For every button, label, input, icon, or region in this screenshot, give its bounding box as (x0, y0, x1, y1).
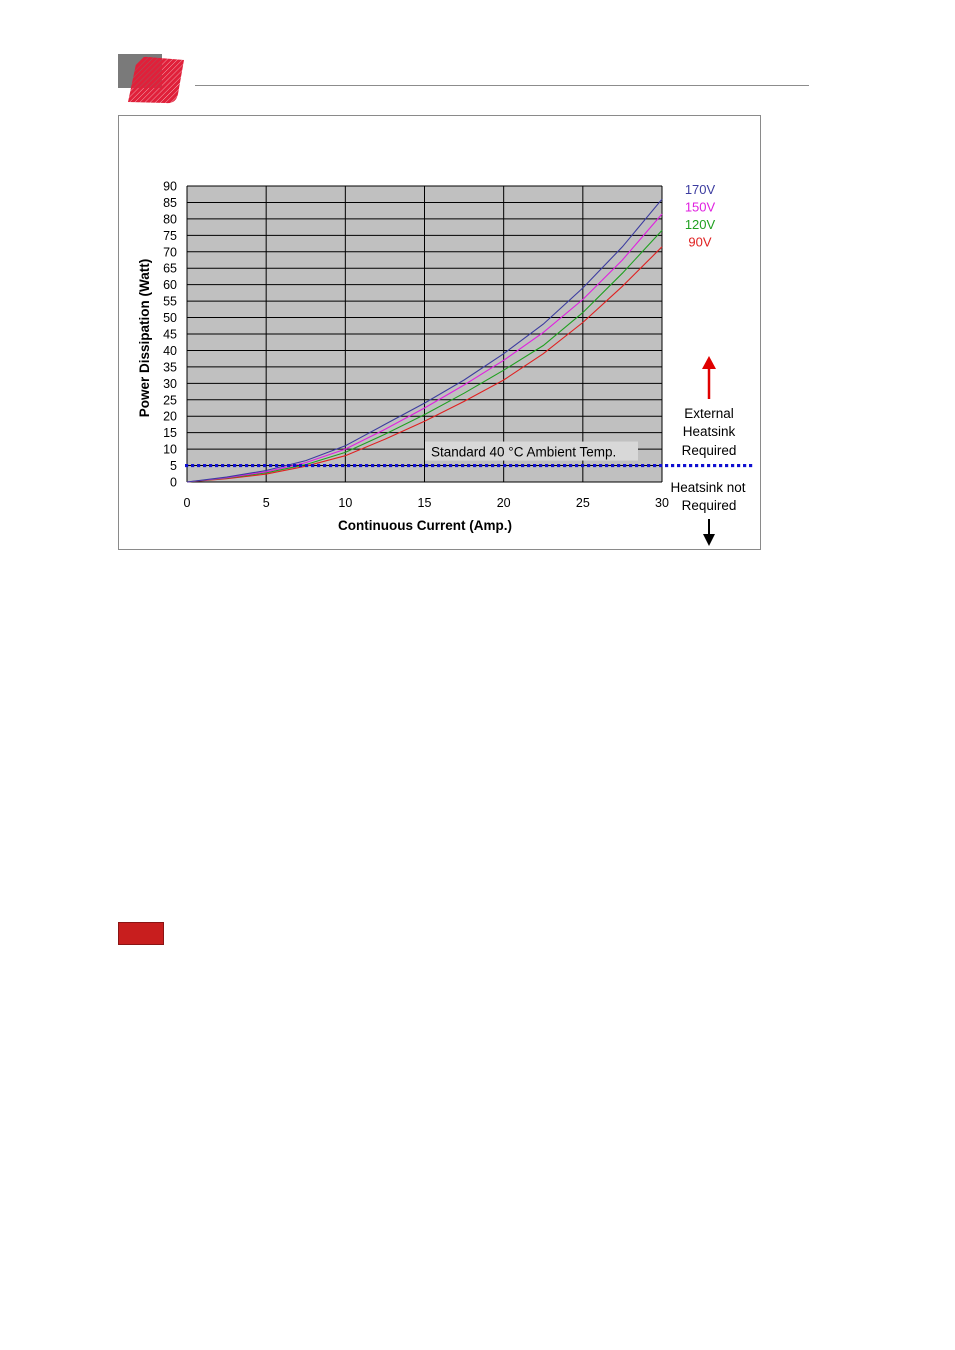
y-tick-label: 5 (170, 459, 177, 473)
legend-entry-150v: 150V (685, 200, 716, 215)
logo-stripe (163, 56, 184, 104)
y-tick-label: 75 (163, 229, 177, 243)
logo-stripe (128, 56, 177, 104)
y-tick-label: 55 (163, 295, 177, 309)
y-tick-label: 80 (163, 212, 177, 226)
x-tick-labels: 0 5 10 15 20 25 30 (184, 496, 669, 510)
x-tick-label: 5 (263, 496, 270, 510)
grid-lines (186, 185, 663, 483)
y-tick-label: 90 (163, 180, 177, 194)
y-tick-label: 15 (163, 426, 177, 440)
logo-stripe (128, 56, 167, 104)
annotation-above-line-3: Required (682, 443, 737, 458)
y-tick-label: 40 (163, 344, 177, 358)
section-marker (118, 922, 164, 945)
arrow-up-icon (702, 356, 716, 399)
arrow-down-icon (703, 519, 715, 546)
reference-label: Standard 40 °C Ambient Temp. (431, 445, 616, 460)
y-tick-labels: 0 5 10 15 20 25 30 35 40 45 50 55 60 65 70 75 80 85 90 (163, 180, 177, 490)
y-tick-label: 0 (170, 476, 177, 490)
header-rule (195, 85, 809, 86)
logo-stripe (137, 56, 184, 104)
logo-stripe (147, 56, 184, 104)
logo-stripe (158, 56, 184, 104)
chart-frame: 0 5 10 15 20 25 30 35 40 45 50 55 60 65 70 75 80 85 90 0 5 1… (118, 115, 761, 550)
y-tick-label: 85 (163, 196, 177, 210)
x-tick-label: 20 (497, 496, 511, 510)
x-tick-label: 30 (655, 496, 669, 510)
logo-stripe (128, 56, 161, 104)
logo-stripe (128, 56, 172, 104)
series-line-120v (186, 230, 663, 483)
annotation-above-line-1: External (684, 406, 734, 421)
y-tick-label: 25 (163, 393, 177, 407)
legend-entry-170v: 170V (685, 182, 716, 197)
reference-label-background (425, 441, 638, 461)
annotation-below-line-1: Heatsink not (670, 480, 745, 495)
annotation-below-line-2: Required (682, 498, 737, 513)
series-lines (186, 198, 663, 483)
y-tick-label: 45 (163, 328, 177, 342)
series-line-170v (186, 198, 663, 483)
y-axis-title: Power Dissipation (Watt) (137, 259, 152, 418)
y-tick-label: 20 (163, 410, 177, 424)
legend-entry-90v: 90V (688, 235, 711, 250)
logo-stripe (142, 56, 184, 104)
y-tick-label: 10 (163, 443, 177, 457)
series-line-90v (186, 246, 663, 483)
y-tick-label: 65 (163, 262, 177, 276)
logo-stripe (132, 56, 184, 104)
x-tick-label: 10 (338, 496, 352, 510)
x-tick-label: 25 (576, 496, 590, 510)
logo-stripe (153, 56, 184, 104)
x-tick-label: 0 (184, 496, 191, 510)
series-line-150v (186, 213, 663, 483)
x-axis-title: Continuous Current (Amp.) (338, 518, 512, 533)
logo-stripe (128, 56, 182, 104)
y-tick-label: 50 (163, 311, 177, 325)
x-tick-label: 15 (418, 496, 432, 510)
y-tick-label: 60 (163, 278, 177, 292)
legend-entry-120v: 120V (685, 217, 716, 232)
y-tick-label: 35 (163, 360, 177, 374)
power-dissipation-chart: 0 5 10 15 20 25 30 35 40 45 50 55 60 65 70 75 80 85 90 0 5 1… (137, 180, 755, 546)
company-logo (118, 54, 188, 104)
annotation-heatsink-required: External Heatsink Required (682, 406, 737, 458)
annotation-above-line-2: Heatsink (683, 424, 736, 439)
y-tick-label: 30 (163, 377, 177, 391)
y-tick-label: 70 (163, 245, 177, 259)
annotation-heatsink-not-required: Heatsink not Required (670, 480, 745, 513)
logo-stripe (128, 56, 151, 104)
legend: 170V 150V 120V 90V (685, 182, 716, 250)
logo-stripe (186, 54, 188, 104)
